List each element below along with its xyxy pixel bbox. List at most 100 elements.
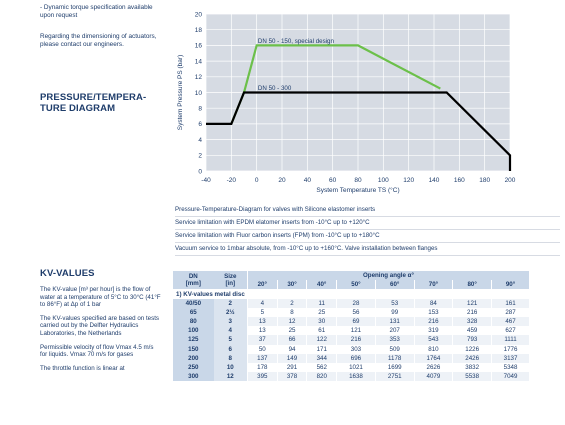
kv-value-cell: 5538	[452, 372, 492, 382]
angle-header: 90°	[491, 280, 529, 290]
angle-header: 70°	[413, 280, 453, 290]
kv-value-cell: 99	[374, 307, 415, 317]
dimensioning-note: Regarding the dimensioning of actuators,…	[40, 33, 157, 48]
kv-value-cell: 319	[413, 326, 453, 336]
kv-value-cell: 3137	[491, 353, 529, 363]
kv-value-cell: 84	[413, 298, 453, 308]
kv-value-cell: 12	[276, 316, 307, 327]
size-cell: 5	[213, 335, 248, 345]
kv-value-cell: 627	[491, 326, 529, 336]
angle-header: 30°	[276, 280, 307, 290]
kv-value-cell: 207	[374, 326, 415, 336]
kv-value-cell: 810	[413, 344, 453, 354]
kv-notes: The KV-value [m³ per hour] is the flow o…	[40, 286, 162, 378]
kv-value-cell: 793	[452, 335, 492, 345]
kv-value-cell: 543	[413, 335, 453, 345]
kv-value-cell: 121	[336, 326, 376, 336]
kv-value-cell: 25	[306, 307, 337, 317]
kv-note: Permissible velocity of flow Vmax 4.5 m/…	[40, 343, 154, 359]
kv-value-cell: 3832	[452, 362, 492, 373]
pt-title-line1: PRESSURE/TEMPERA-	[40, 92, 147, 103]
kv-value-cell: 1226	[452, 344, 492, 354]
size-cell: 3	[213, 316, 248, 327]
kv-note: The KV-values specified are based on tes…	[40, 314, 160, 337]
kv-value-cell: 13	[246, 326, 278, 336]
size-cell: 2	[213, 298, 248, 308]
kv-value-cell: 459	[452, 326, 492, 336]
kv-value-cell: 94	[276, 344, 307, 354]
kv-value-cell: 28	[336, 298, 376, 308]
kv-value-cell: 395	[246, 372, 278, 382]
kv-value-cell: 50	[246, 344, 278, 354]
kv-note: The throttle function is linear at	[40, 364, 125, 372]
size-cell: 2½	[213, 307, 248, 317]
kv-value-cell: 1111	[491, 335, 529, 345]
kv-value-cell: 13	[246, 316, 278, 327]
kv-note: The KV-value [m³ per hour] is the flow o…	[40, 286, 161, 309]
chart-note: Service limitation with Fluor carbon ins…	[175, 230, 560, 243]
kv-value-cell: 2626	[413, 362, 453, 373]
kv-title: KV-VALUES	[40, 268, 95, 279]
y-tick-label: 10	[195, 90, 203, 97]
y-tick-label: 4	[198, 137, 202, 144]
kv-value-cell: 153	[413, 307, 453, 317]
table-row: 150 6 50 94 171 303 509 810 1226 1776	[173, 344, 529, 354]
y-tick-label: 8	[198, 106, 202, 113]
kv-value-cell: 56	[336, 307, 376, 317]
size-cell: 12	[213, 372, 248, 382]
pt-chart-svg: -40 -20 0 20 40 60 80 100 120 140 160 180 200 0 2 4 6 8 10…	[177, 11, 516, 194]
kv-value-cell: 2751	[374, 372, 415, 382]
series-line	[206, 91, 512, 171]
kv-value-cell: 7049	[491, 372, 529, 382]
pt-title-line2: TURE DIAGRAM	[40, 103, 116, 114]
kv-value-cell: 287	[491, 307, 529, 317]
size-cell: 8	[213, 353, 248, 363]
table-row: 200 8 137 149 344 696 1178 1764 2426 3137	[173, 353, 529, 363]
kv-value-cell: 137	[246, 353, 278, 363]
kv-value-cell: 30	[306, 316, 337, 327]
col-size-unit: [in]	[225, 280, 236, 288]
kv-value-cell: 216	[413, 316, 453, 327]
kv-value-cell: 303	[336, 344, 376, 354]
x-tick-label: 120	[403, 177, 414, 184]
angle-header: 60°	[374, 280, 415, 290]
kv-value-cell: 820	[306, 372, 337, 382]
kv-value-cell: 8	[276, 307, 307, 317]
y-tick-label: 2	[198, 153, 202, 160]
kv-table: DN [mm] Size [in] Opening angle α° 20° 30° 4…	[173, 271, 529, 382]
kv-value-cell: 378	[276, 372, 307, 382]
table-row: 100 4 13 25 61 121 207 319 459 627	[173, 326, 529, 336]
col-size-header: Size [in]	[213, 271, 248, 290]
x-tick-label: -40	[201, 177, 211, 184]
angle-header: 50°	[336, 280, 376, 290]
kv-value-cell: 121	[452, 298, 492, 308]
dn-cell: 40/50	[173, 298, 214, 308]
x-tick-label: 180	[479, 177, 490, 184]
kv-value-cell: 216	[452, 307, 492, 317]
kv-value-cell: 4	[246, 298, 278, 308]
table-row: 250 10 178 291 562 1021 1699 2626 3832 5348	[173, 362, 529, 373]
kv-value-cell: 61	[306, 326, 337, 336]
kv-value-cell: 291	[276, 362, 307, 373]
kv-value-cell: 1638	[336, 372, 376, 382]
kv-value-cell: 2	[276, 298, 307, 308]
x-tick-label: 160	[454, 177, 465, 184]
kv-value-cell: 1178	[374, 353, 415, 363]
angle-header: 20°	[246, 280, 278, 290]
kv-value-cell: 328	[452, 316, 492, 327]
kv-value-cell: 161	[491, 298, 529, 308]
series-annotation: DN 50 - 300	[258, 85, 292, 92]
size-cell: 10	[213, 362, 248, 373]
kv-value-cell: 66	[276, 335, 307, 345]
y-tick-label: 14	[195, 58, 203, 65]
table-row: 40/50 2 4 2 11 28 53 84 121 161	[173, 298, 529, 308]
table-row: 80 3 13 12 30 69 131 216 328 467	[173, 316, 529, 327]
kv-value-cell: 1776	[491, 344, 529, 354]
x-tick-label: 0	[255, 177, 259, 184]
kv-value-cell: 53	[374, 298, 415, 308]
angle-header: 80°	[452, 280, 492, 290]
kv-value-cell: 171	[306, 344, 337, 354]
size-cell: 6	[213, 344, 248, 354]
col-dn-label: DN	[188, 273, 198, 281]
kv-value-cell: 122	[306, 335, 337, 345]
